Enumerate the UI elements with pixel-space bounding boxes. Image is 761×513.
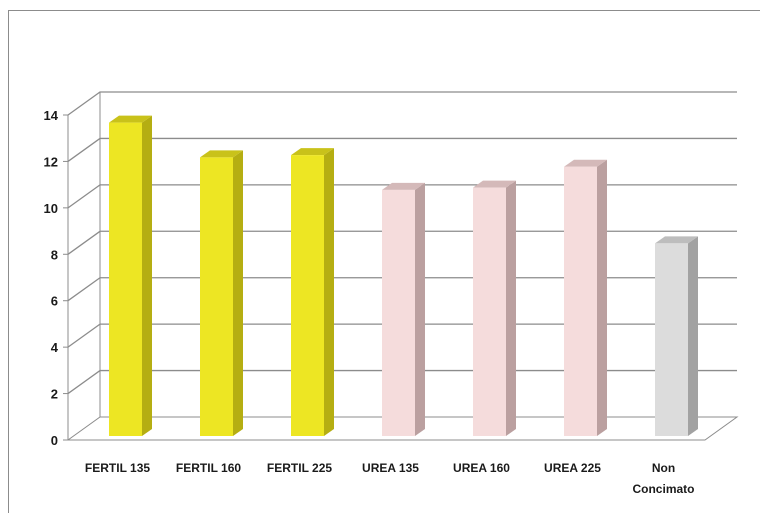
bar-side [506,180,516,436]
bar-side [688,236,698,436]
gridline [67,91,737,116]
gridline [67,277,737,302]
bar-front [655,243,688,436]
y-tick-label: 14 [44,108,59,123]
bar-front [291,155,324,436]
bar-top [200,150,243,158]
bar [382,182,425,436]
bar [564,159,607,436]
y-axis-ticks: 0 2 4 6 8 10 12 14 [44,108,59,448]
y-tick-label: 10 [44,201,58,216]
y-tick-label: 6 [51,294,58,309]
bar-side [142,115,152,436]
bar-side [324,148,334,436]
bar-top [109,115,152,123]
y-tick-label: 2 [51,387,58,402]
x-category-label: Concimato [632,482,694,496]
gridlines [63,91,739,441]
bar-front [200,157,233,436]
bar-side [233,150,243,436]
chart-frame [8,10,760,513]
gridline [67,230,737,255]
floor-plane [66,416,739,441]
bar-top [473,180,516,188]
y-tick-label: 12 [44,154,58,169]
gridline [67,137,737,162]
bar [200,150,243,436]
bar [473,180,516,436]
bar-top [291,148,334,156]
bar-front [564,166,597,436]
gridline [67,184,737,209]
x-category-label: Non [652,461,675,475]
bar [109,115,152,436]
bar-front [382,189,415,436]
gridline [67,369,737,395]
x-category-label: FERTIL 225 [267,461,332,475]
y-tick-label: 0 [51,433,58,448]
x-category-label: FERTIL 135 [85,461,150,475]
bar [291,148,334,436]
bar-front [473,187,506,436]
bar [655,236,698,436]
x-category-label: UREA 225 [544,461,601,475]
bars [109,115,698,436]
bar-top [564,159,607,167]
x-axis-categories: FERTIL 135 FERTIL 160 FERTIL 225 UREA 135 UR… [85,461,695,496]
bar-top [382,182,425,190]
x-category-label: UREA 135 [362,461,419,475]
bar-front [109,122,142,436]
x-category-label: FERTIL 160 [176,461,241,475]
gridline [67,323,737,348]
y-tick-label: 4 [51,340,59,355]
bar-side [597,159,607,436]
x-category-label: UREA 160 [453,461,510,475]
y-tick-label: 8 [51,247,58,262]
bar-top [655,236,698,244]
bar-side [415,182,425,436]
